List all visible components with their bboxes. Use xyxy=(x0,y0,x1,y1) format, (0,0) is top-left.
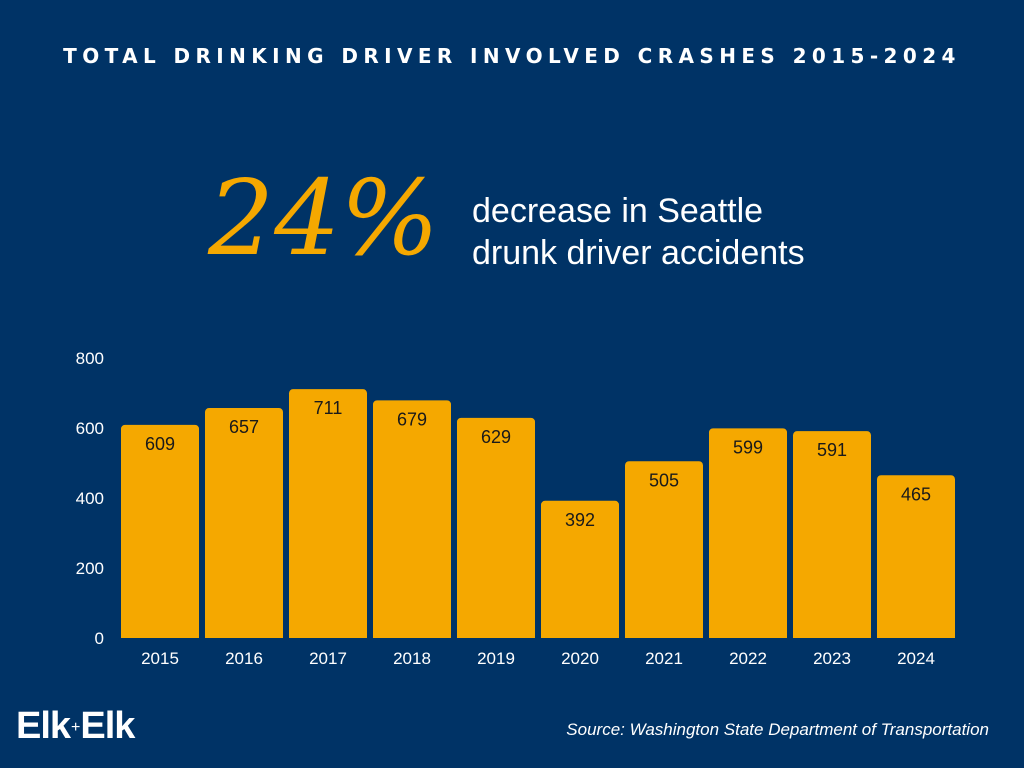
y-tick-label: 200 xyxy=(76,559,104,578)
logo-plus: + xyxy=(71,719,80,736)
x-tick-label: 2022 xyxy=(729,649,767,668)
bar-2020 xyxy=(541,500,619,638)
bar-value-label: 505 xyxy=(649,470,679,490)
x-tick-label: 2023 xyxy=(813,649,851,668)
y-tick-label: 800 xyxy=(76,349,104,368)
bar-2022 xyxy=(709,428,787,638)
x-tick-label: 2024 xyxy=(897,649,935,668)
bar-base-2022 xyxy=(709,632,787,638)
bar-value-label: 465 xyxy=(901,484,931,504)
bar-2016 xyxy=(205,408,283,638)
x-tick-label: 2021 xyxy=(645,649,683,668)
stat-description-line2: drunk driver accidents xyxy=(472,234,805,272)
y-tick-label: 600 xyxy=(76,419,104,438)
bar-2018 xyxy=(373,400,451,638)
bar-value-label: 599 xyxy=(733,437,763,457)
elk-elk-logo: Elk+Elk xyxy=(16,705,135,748)
bar-2024 xyxy=(877,475,955,638)
y-tick-label: 0 xyxy=(95,629,104,648)
bar-value-label: 679 xyxy=(397,409,427,429)
bar-chart: 0 200 400 600 800 609 2015 657 2016 711 2017 679 201… xyxy=(76,349,955,668)
bar-base-2020 xyxy=(541,632,619,638)
stat-description: decrease in Seattle drunk driver acciden… xyxy=(472,190,805,274)
y-tick-label: 400 xyxy=(76,489,104,508)
x-tick-label: 2018 xyxy=(393,649,431,668)
bar-base-2017 xyxy=(289,632,367,638)
bar-base-2018 xyxy=(373,632,451,638)
x-tick-label: 2015 xyxy=(141,649,179,668)
x-tick-label: 2019 xyxy=(477,649,515,668)
source-citation: Source: Washington State Department of T… xyxy=(566,720,989,739)
bar-value-label: 609 xyxy=(145,434,175,454)
bar-value-label: 711 xyxy=(314,398,343,418)
bar-base-2019 xyxy=(457,632,535,638)
x-tick-label: 2017 xyxy=(309,649,347,668)
bar-base-2023 xyxy=(793,632,871,638)
bar-2017 xyxy=(289,389,367,638)
bar-value-label: 657 xyxy=(229,417,259,437)
bar-2021 xyxy=(625,461,703,638)
bar-base-2015 xyxy=(121,632,199,638)
logo-right: Elk xyxy=(80,705,135,747)
bar-base-2024 xyxy=(877,632,955,638)
bar-value-label: 591 xyxy=(817,440,847,460)
bar-value-label: 629 xyxy=(481,427,511,447)
bar-base-2021 xyxy=(625,632,703,638)
x-tick-label: 2020 xyxy=(561,649,599,668)
percent-decrease-stat: 24% xyxy=(208,157,440,279)
bar-2023 xyxy=(793,431,871,638)
bar-2019 xyxy=(457,417,535,638)
logo-left: Elk xyxy=(16,705,71,747)
chart-title: TOTAL DRINKING DRIVER INVOLVED CRASHES 2… xyxy=(63,44,961,68)
bar-2015 xyxy=(121,424,199,638)
stat-description-line1: decrease in Seattle xyxy=(472,192,764,230)
x-tick-label: 2016 xyxy=(225,649,263,668)
bar-value-label: 392 xyxy=(565,510,595,530)
bar-base-2016 xyxy=(205,632,283,638)
